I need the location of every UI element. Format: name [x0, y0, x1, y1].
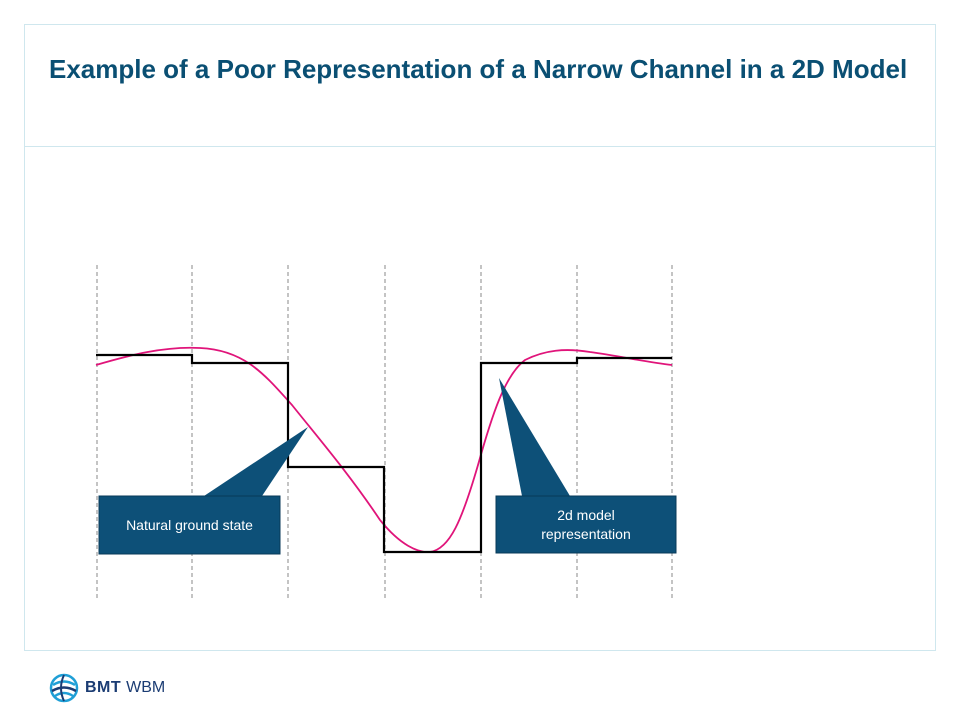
callout-model-text-line2: representation: [541, 525, 631, 542]
callout-model-text-line1: 2d model: [557, 506, 615, 523]
callout-natural-text: Natural ground state: [126, 516, 253, 533]
slide-title: Example of a Poor Representation of a Na…: [49, 54, 908, 84]
logo-sub: WBM: [126, 679, 166, 696]
callout-box: [495, 495, 677, 554]
callout-pointer: [499, 378, 570, 496]
logo-brand: BMT: [85, 679, 122, 696]
model-stepped-profile: [96, 353, 672, 554]
callout-natural-label: Natural ground state: [99, 496, 280, 554]
title-divider: [24, 146, 936, 147]
callout-box: [98, 495, 281, 555]
globe-icon: [49, 673, 79, 703]
callout-pointer: [204, 427, 308, 496]
callout-model-representation: [495, 378, 677, 554]
callout-model-label: 2d model representation: [496, 496, 676, 553]
slide-frame: [24, 24, 936, 651]
bmt-logo: BMT WBM: [49, 670, 165, 706]
callout-natural-ground: [98, 427, 308, 555]
